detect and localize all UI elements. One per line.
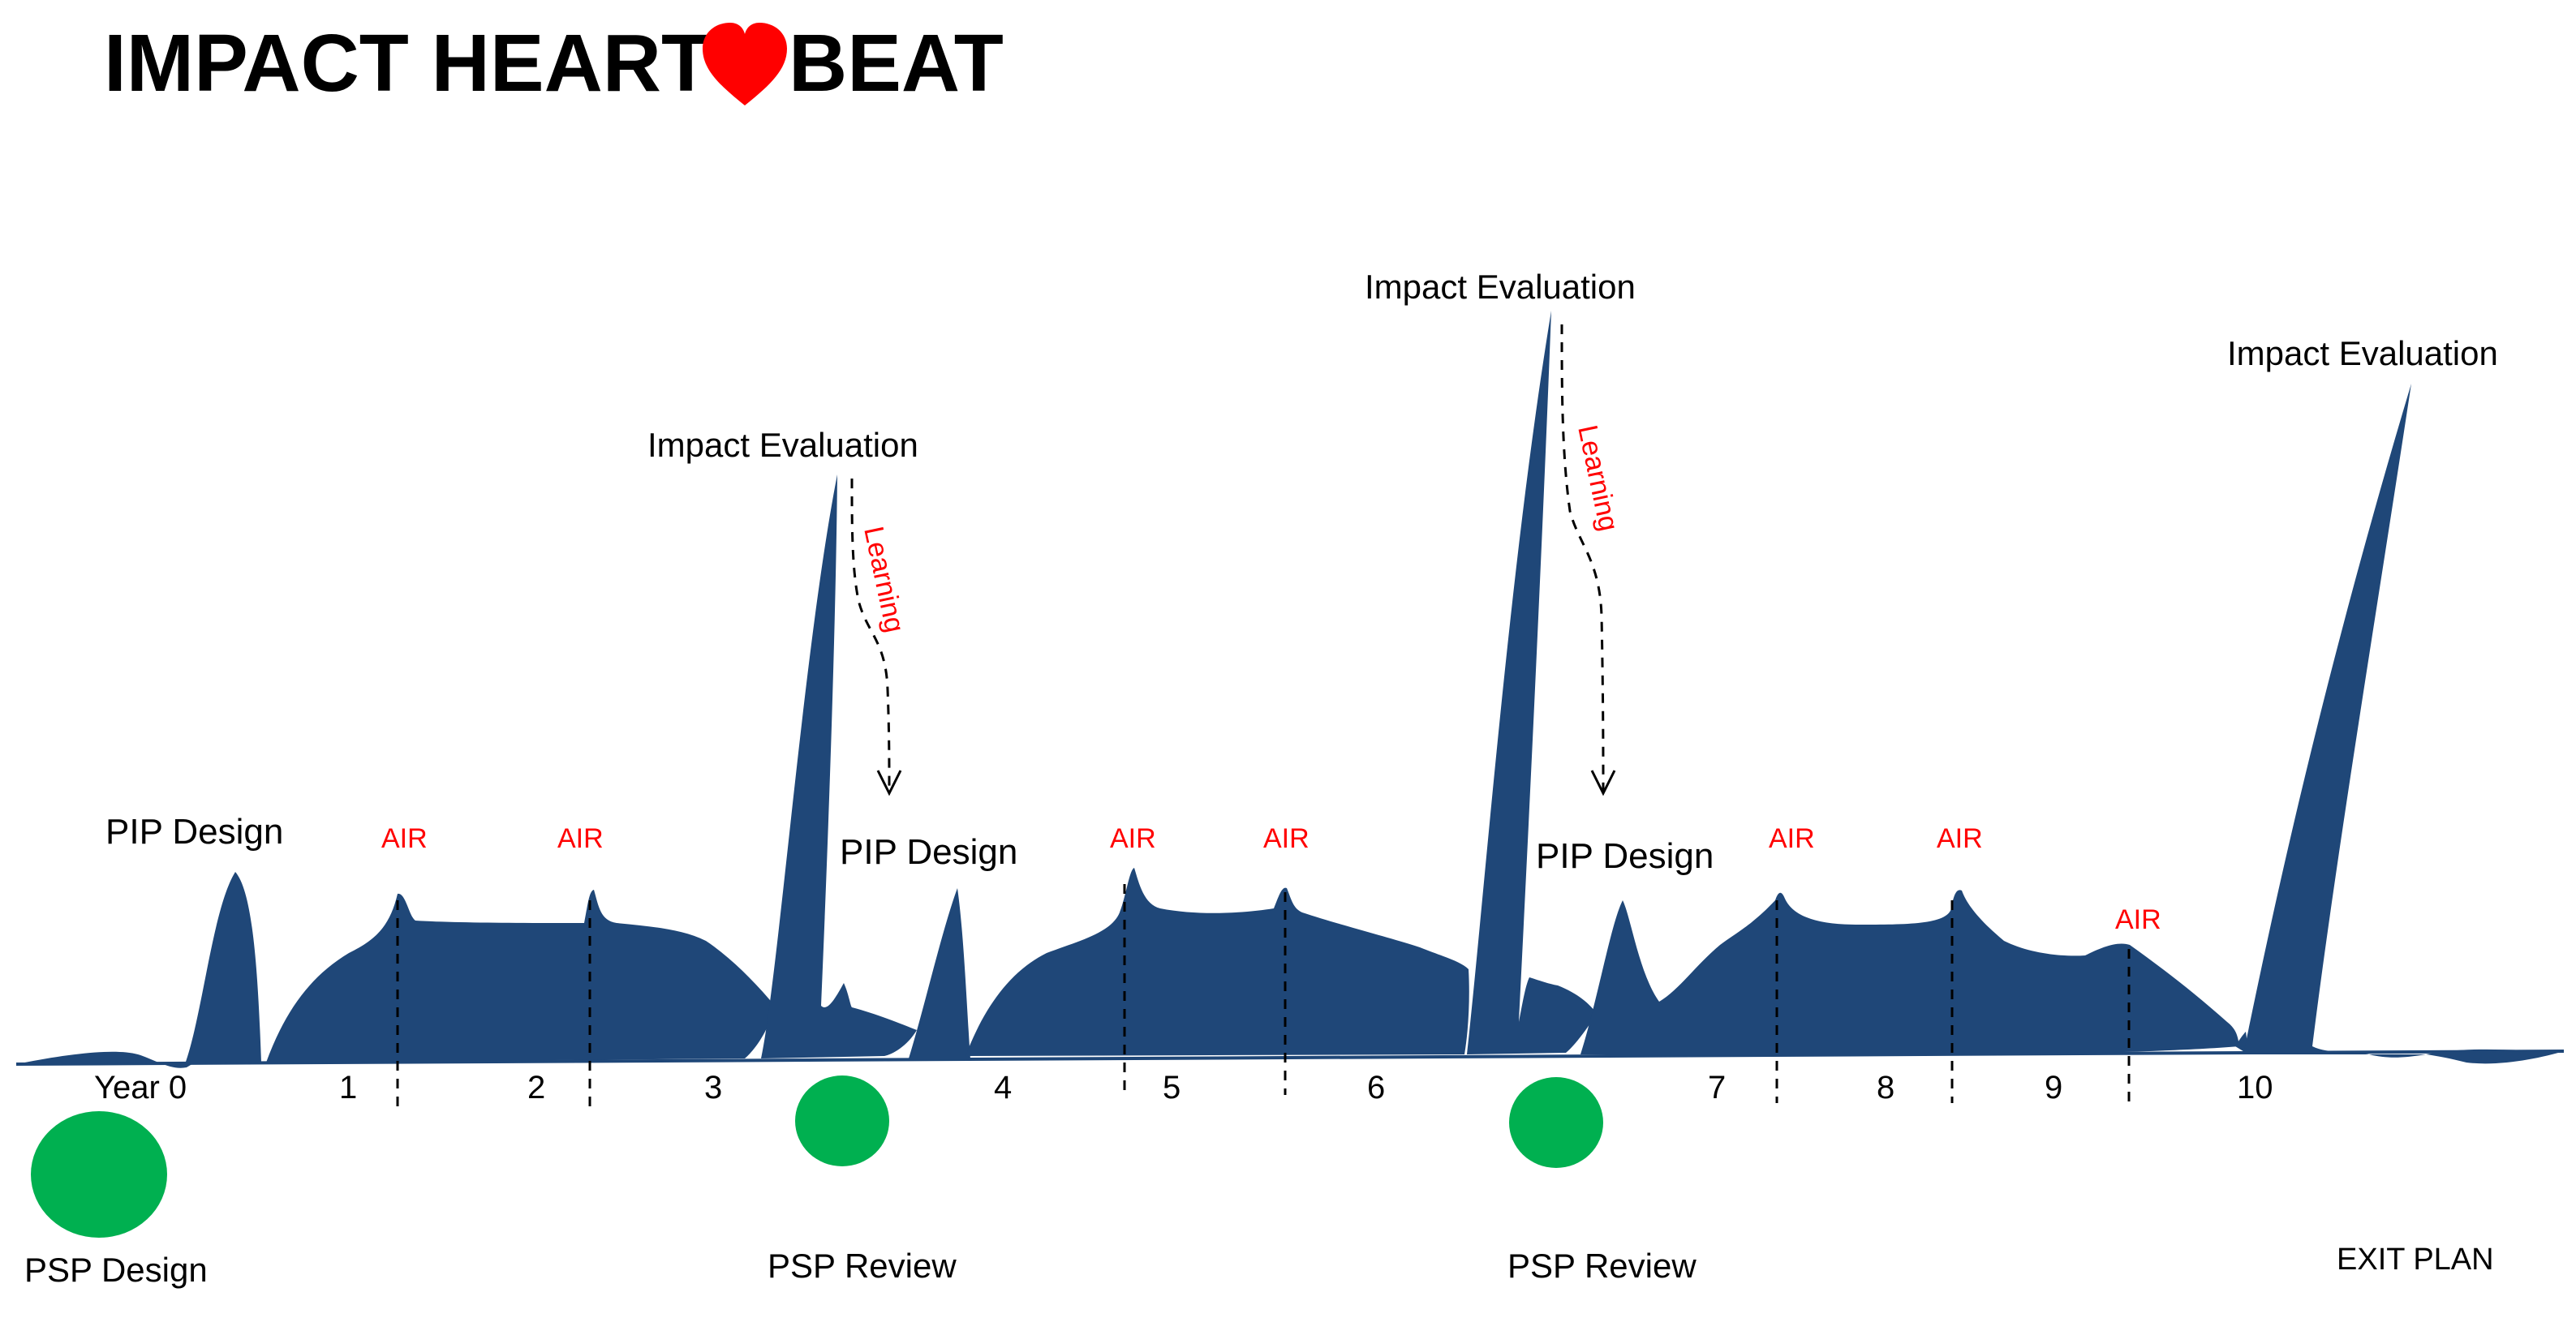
wave-phase-2 [965, 868, 1469, 1056]
year-label-9: 9 [2045, 1070, 2062, 1105]
air-label-3: AIR [1110, 823, 1156, 854]
psp-review-label-1: PSP Review [768, 1247, 957, 1285]
psp-design-label: PSP Design [24, 1251, 208, 1289]
wave-start-bump [16, 1051, 195, 1068]
impact-evaluation-label-1: Impact Evaluation [647, 426, 918, 464]
air-label-2: AIR [557, 823, 604, 854]
wave-impact-spike-1 [761, 474, 917, 1058]
wave-end-tail [2426, 1049, 2564, 1064]
wave-impact-spike-3 [2243, 384, 2426, 1058]
title-text-after: BEAT [789, 18, 1004, 109]
year-label-5: 5 [1163, 1070, 1180, 1105]
wave-pip-peak-3 [1580, 890, 2239, 1054]
learning-label-1: Learning [858, 524, 910, 635]
learning-arrow-2 [1560, 324, 1605, 792]
pip-design-label-3: PIP Design [1536, 836, 1714, 876]
air-label-5: AIR [1769, 823, 1815, 854]
year-axis: Year 0 1 2 3 4 5 6 7 8 9 10 [94, 1070, 2273, 1105]
pip-design-label-2: PIP Design [840, 832, 1017, 872]
exit-plan-label: EXIT PLAN [2337, 1243, 2494, 1277]
wave-phase-1 [266, 890, 775, 1063]
peak-labels: PIP Design PIP Design PIP Design Impact … [105, 268, 2498, 876]
year-label-3: 3 [704, 1070, 722, 1105]
air-label-1: AIR [381, 823, 428, 854]
learning-label-2: Learning [1572, 423, 1624, 534]
pip-design-label-1: PIP Design [105, 812, 283, 852]
heartbeat-wave [16, 311, 2564, 1068]
timeline-baseline [15, 1050, 2565, 1066]
learning-arrow-1 [850, 478, 891, 792]
impact-evaluation-label-3: Impact Evaluation [2227, 334, 2498, 372]
year-label-1: 1 [339, 1070, 357, 1105]
year-label-7: 7 [1708, 1070, 1726, 1105]
learning-arrow-1-head [876, 770, 902, 796]
learning-arrow-2-head [1590, 770, 1616, 796]
milestone-labels: PSP Design PSP Review PSP Review EXIT PL… [24, 1243, 2494, 1289]
psp-review-circle-1 [795, 1075, 889, 1166]
wave-impact-spike-2 [1467, 311, 1597, 1054]
diagram-title: IMPACT HEART BEAT [104, 18, 1004, 109]
psp-review-label-2: PSP Review [1507, 1247, 1697, 1285]
milestone-circles [31, 1075, 1603, 1238]
impact-evaluation-label-2: Impact Evaluation [1365, 268, 1636, 306]
air-label-4: AIR [1263, 823, 1310, 854]
psp-design-circle [31, 1111, 167, 1238]
heart-icon [703, 23, 787, 105]
title-text-before: IMPACT HEART [104, 18, 711, 109]
year-label-8: 8 [1877, 1070, 1894, 1105]
year-label-4: 4 [994, 1070, 1012, 1105]
air-labels: AIR AIR AIR AIR AIR AIR AIR [381, 823, 2161, 935]
year-label-10: 10 [2237, 1070, 2273, 1105]
air-markers [396, 884, 2131, 1111]
psp-review-circle-2 [1509, 1077, 1603, 1168]
year-label-0: Year 0 [94, 1070, 187, 1105]
year-label-2: 2 [527, 1070, 545, 1105]
air-label-7: AIR [2115, 904, 2161, 935]
learning-arrows [850, 324, 1616, 796]
wave-pip-peak-1 [185, 872, 261, 1064]
wave-end-small-bump [2235, 1032, 2247, 1053]
year-label-6: 6 [1367, 1070, 1385, 1105]
wave-pip-peak-2 [909, 888, 970, 1058]
air-label-6: AIR [1937, 823, 1983, 854]
